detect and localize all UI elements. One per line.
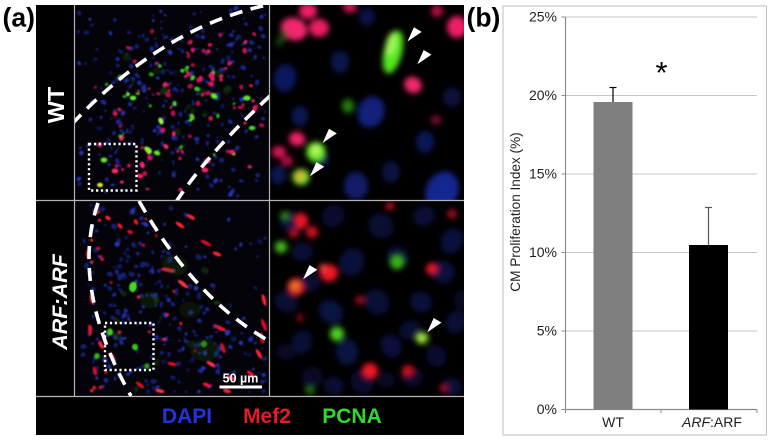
- svg-text:5%: 5%: [537, 322, 557, 338]
- svg-text:PCNA: PCNA: [322, 405, 382, 428]
- svg-text:10%: 10%: [529, 244, 557, 260]
- svg-text:WT: WT: [43, 86, 69, 123]
- svg-text:15%: 15%: [529, 165, 557, 181]
- svg-text:WT: WT: [602, 414, 624, 430]
- svg-text:50 µm: 50 µm: [223, 372, 259, 386]
- svg-text:0%: 0%: [537, 401, 557, 417]
- svg-text:DAPI: DAPI: [162, 405, 212, 428]
- svg-text:ARF:ARF: ARF:ARF: [48, 253, 72, 350]
- svg-text:20%: 20%: [529, 87, 557, 103]
- svg-text:Mef2: Mef2: [243, 405, 291, 428]
- svg-text:25%: 25%: [529, 8, 557, 24]
- svg-text:ARF:ARF: ARF:ARF: [681, 414, 742, 430]
- svg-text:(b): (b): [467, 3, 501, 33]
- svg-text:(a): (a): [3, 3, 35, 33]
- svg-text:*: *: [655, 55, 667, 90]
- svg-text:CM Proliferation Index (%): CM Proliferation Index (%): [508, 132, 523, 291]
